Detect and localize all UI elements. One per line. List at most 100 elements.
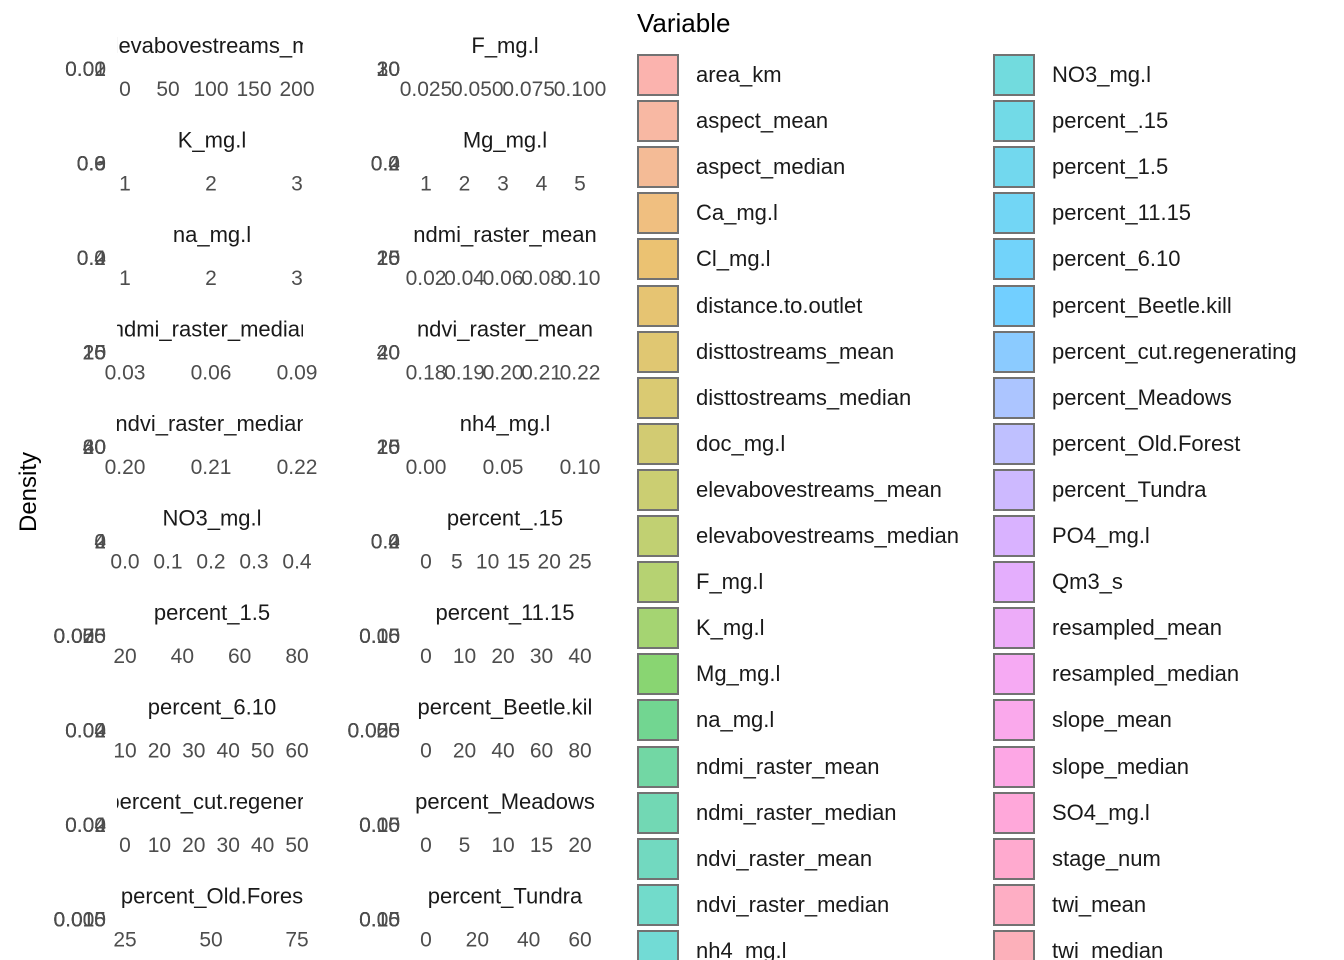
legend-swatch xyxy=(993,284,1035,327)
legend-swatch xyxy=(637,929,679,960)
y-tick-label: 0.4 xyxy=(77,247,107,270)
x-tick-label: 150 xyxy=(236,78,271,101)
legend-item: Mg_mg.l xyxy=(637,651,997,697)
legend-swatch xyxy=(637,561,679,604)
y-tick-label: 20 xyxy=(83,342,106,365)
y-tick-label: 0.00 xyxy=(359,814,400,837)
legend-swatch xyxy=(993,376,1035,419)
x-tick-label: 10 xyxy=(182,0,205,2)
x-tick-label: 0 xyxy=(119,834,131,857)
facet-title: na_mg.l xyxy=(173,222,251,247)
x-tick-label: 0.21 xyxy=(521,362,562,385)
x-tick-label: 50 xyxy=(199,929,222,952)
y-tick-label: 0.00 xyxy=(359,625,400,648)
x-tick-label: 20 xyxy=(568,834,591,857)
legend-label: stage_num xyxy=(1052,845,1161,871)
legend-item: NO3_mg.l xyxy=(993,52,1344,98)
legend-item: disttostreams_median xyxy=(637,375,997,421)
x-tick-label: 30 xyxy=(182,740,205,763)
legend-item: resampled_mean xyxy=(993,605,1344,651)
legend-item: percent_.15 xyxy=(993,98,1344,144)
y-tick-label: 0.05 xyxy=(359,909,400,932)
legend-item: slope_mean xyxy=(993,697,1344,743)
legend-label: nh4_mg.l xyxy=(696,937,787,960)
legend-label: na_mg.l xyxy=(696,707,775,733)
x-tick-label: 5 xyxy=(451,551,463,574)
legend-swatch xyxy=(637,515,679,557)
legend-swatch xyxy=(993,607,1035,650)
legend-item: K_mg.l xyxy=(637,605,997,651)
y-tick-label: 10 xyxy=(377,58,400,81)
y-tick-label: 0.025 xyxy=(347,720,400,743)
x-tick-label: 25 xyxy=(113,929,136,952)
x-tick-label: 0 xyxy=(120,0,132,2)
x-tick-label: 60 xyxy=(530,740,553,763)
x-tick-label: 0.3 xyxy=(239,551,268,574)
y-tick-label: 25 xyxy=(377,436,400,459)
y-tick-label: 20 xyxy=(377,58,400,81)
legend-label: ndmi_raster_mean xyxy=(696,753,880,779)
x-tick-label: 0.22 xyxy=(560,362,601,385)
legend-label: percent_Old.Forest xyxy=(1052,430,1241,456)
y-tick-label: 15 xyxy=(377,436,400,459)
y-tick-label: 0 xyxy=(388,342,400,365)
legend-swatch xyxy=(637,330,679,373)
x-tick-label: 30 xyxy=(217,834,240,857)
facet-title: percent_11.15 xyxy=(435,600,574,625)
y-tick-label: 4 xyxy=(94,531,106,554)
legend-item: ndvi_raster_mean xyxy=(637,836,997,882)
legend-item: elevabovestreams_mean xyxy=(637,467,997,513)
y-tick-label: 60 xyxy=(83,436,106,459)
facet-panel: na_mg.l 0.00.20.4 1 2 3 xyxy=(77,222,303,290)
x-tick-label: 4 xyxy=(536,173,548,196)
x-tick-label: 0.06 xyxy=(191,362,232,385)
y-tick-label: 20 xyxy=(377,342,400,365)
legend-item: distance.to.outlet xyxy=(637,283,997,329)
y-tick-label: 0.050 xyxy=(53,625,106,648)
legend-item: Qm3_s xyxy=(993,559,1344,605)
x-tick-label: 50 xyxy=(458,0,481,2)
x-tick-label: 100 xyxy=(502,0,537,2)
legend-label: Mg_mg.l xyxy=(696,661,781,687)
y-tick-label: 0.2 xyxy=(371,153,400,176)
y-tick-label: 0.2 xyxy=(77,247,106,270)
legend-item: aspect_mean xyxy=(637,98,997,144)
x-tick-label: 40 xyxy=(491,740,514,763)
y-tick-label: 0.025 xyxy=(53,625,106,648)
y-tick-label: 0.9 xyxy=(77,153,106,176)
legend-item: twi_mean xyxy=(993,882,1344,928)
legend-item: ndvi_raster_median xyxy=(637,882,997,928)
y-tick-label: 0.02 xyxy=(65,814,106,837)
x-tick-label: 10 xyxy=(476,551,499,574)
y-tick-label: 0.10 xyxy=(359,625,400,648)
y-tick-label: 0.005 xyxy=(53,909,106,932)
x-tick-label: 0.21 xyxy=(191,456,232,479)
legend-item: Cl_mg.l xyxy=(637,236,997,282)
x-tick-label: 0 xyxy=(420,834,432,857)
y-tick-label: 0.000 xyxy=(53,625,106,648)
facet-title: percent_cut.regenera xyxy=(107,789,317,814)
legend-swatch xyxy=(637,376,679,419)
legend-item: percent_11.15 xyxy=(993,190,1344,236)
legend-label: Qm3_s xyxy=(1052,569,1123,595)
y-tick-label: 0.15 xyxy=(359,814,400,837)
y-tick-label: 0.3 xyxy=(77,153,106,176)
y-tick-label: 0.00 xyxy=(65,814,106,837)
legend-swatch xyxy=(993,192,1035,235)
y-tick-label: 0 xyxy=(388,247,400,270)
x-tick-label: 20 xyxy=(491,645,514,668)
legend-item: percent_cut.regenerating xyxy=(993,329,1344,375)
y-tick-label: 0.015 xyxy=(53,909,106,932)
facet-panel: elevabovestreams_me0.000.010.02 0 50 100 150… xyxy=(65,33,322,101)
legend-label: percent_Tundra xyxy=(1052,476,1207,502)
facet-title: NO3_mg.l xyxy=(162,506,261,531)
facet-title: elevabovestreams_me xyxy=(101,33,322,58)
y-tick-label: 0 xyxy=(388,436,400,459)
legend-item: percent_1.5 xyxy=(993,144,1344,190)
legend-item: nh4_mg.l xyxy=(637,928,997,960)
facet-title: percent_1.5 xyxy=(154,600,270,625)
x-tick-label: 10 xyxy=(113,740,136,763)
